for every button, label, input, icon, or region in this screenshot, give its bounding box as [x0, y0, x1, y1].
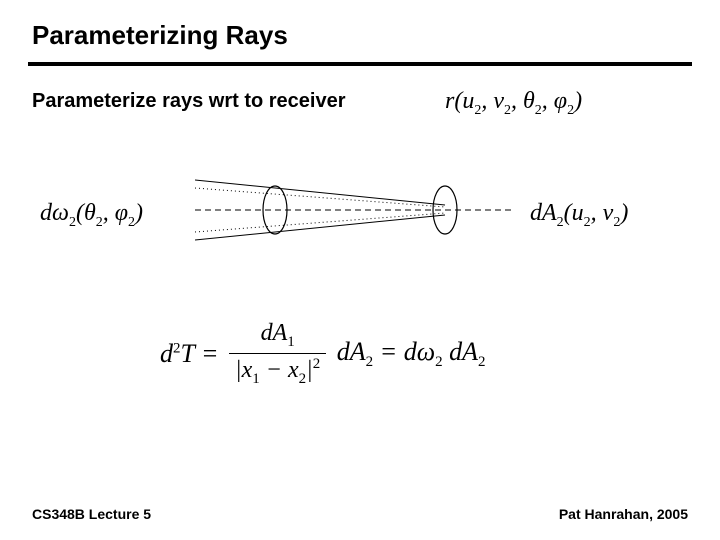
- footer-course: CS348B Lecture 5: [32, 506, 151, 522]
- solid-angle-formula: dω2(θ2, φ2): [40, 200, 143, 231]
- ray-diagram: [195, 165, 515, 255]
- ray-dot-bottom: [195, 213, 445, 232]
- ray-top: [195, 180, 445, 205]
- throughput-formula: d2T = dA1|x1 − x2|2 dA2 = dω2 dA2: [160, 320, 485, 388]
- ray-dot-top: [195, 188, 445, 207]
- title-rule: [28, 62, 692, 66]
- slide-subtitle: Parameterize rays wrt to receiver: [32, 90, 346, 113]
- slide-title: Parameterizing Rays: [32, 20, 288, 51]
- footer-author: Pat Hanrahan, 2005: [559, 506, 688, 522]
- area-element-formula: dA2(u2, v2): [530, 200, 628, 231]
- ray-parameter-formula: r(u2, v2, θ2, φ2): [445, 88, 582, 119]
- ray-bottom: [195, 215, 445, 240]
